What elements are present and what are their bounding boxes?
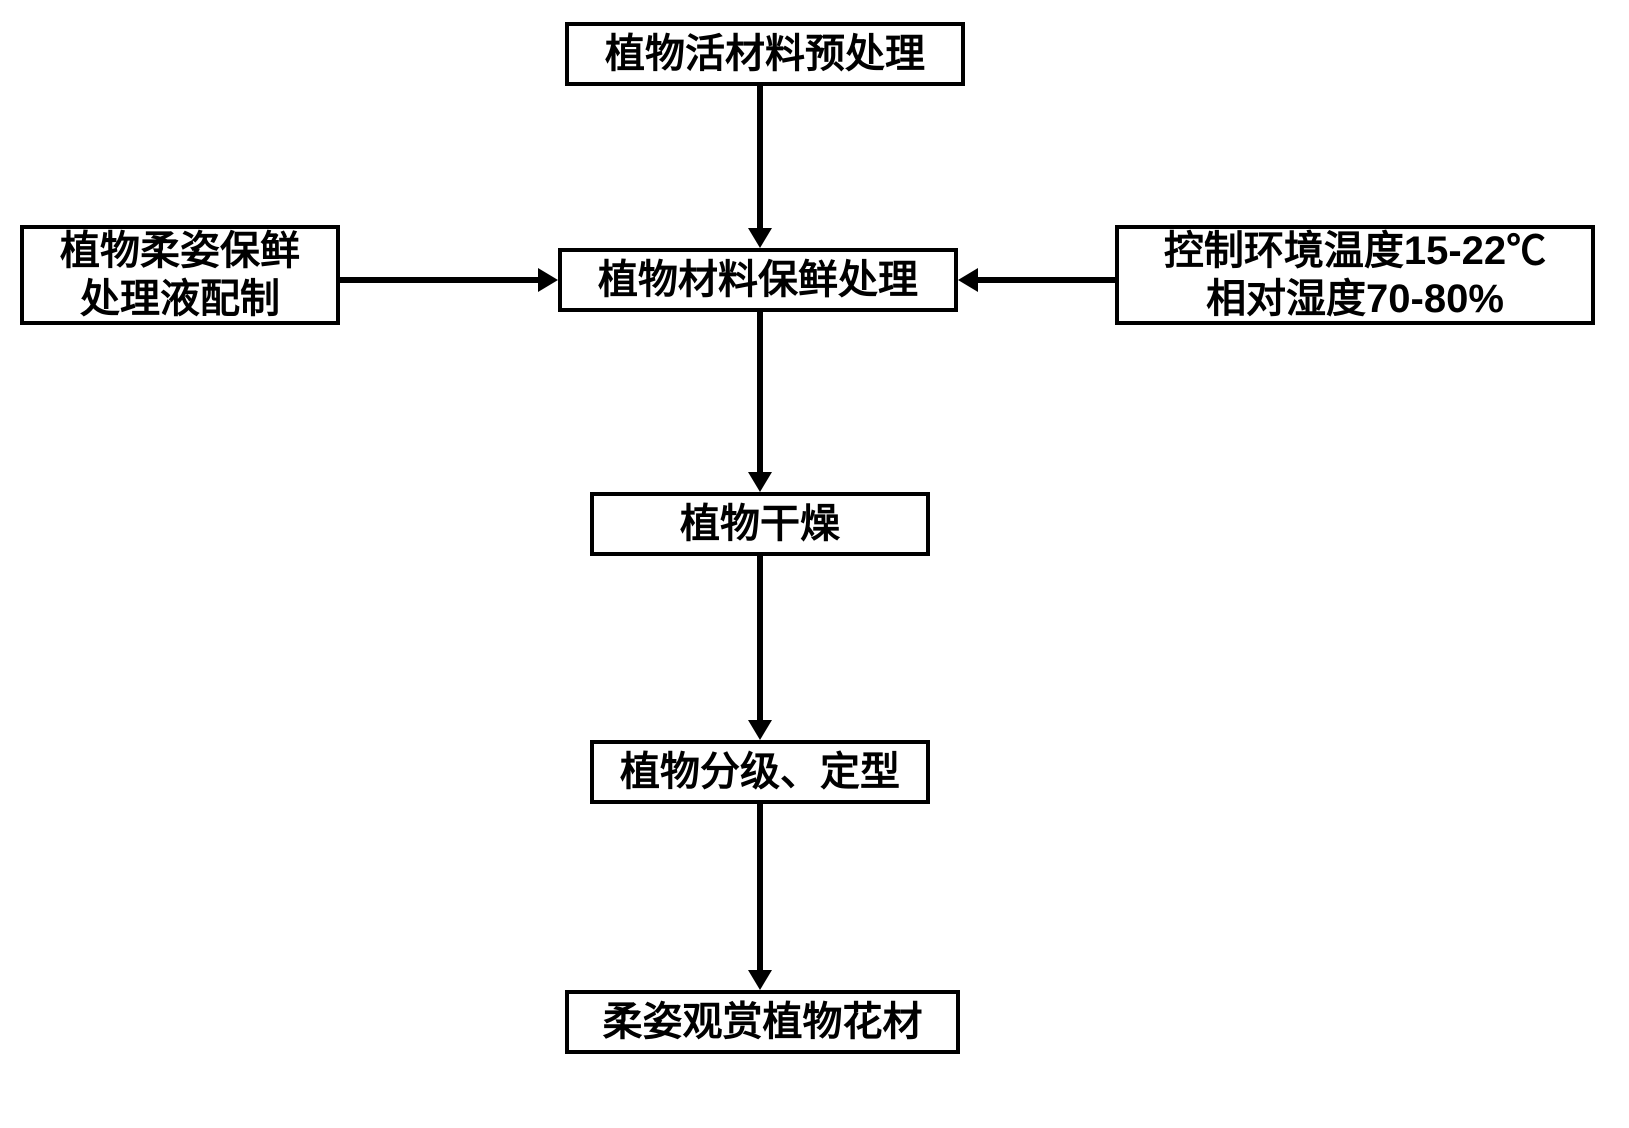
node-final-product: 柔姿观赏植物花材	[565, 990, 960, 1054]
node-label: 植物材料保鲜处理	[598, 256, 918, 304]
node-label: 控制环境温度15-22℃ 相对湿度70-80%	[1164, 227, 1546, 323]
node-label: 植物分级、定型	[620, 748, 900, 796]
node-grading-shaping: 植物分级、定型	[590, 740, 930, 804]
node-label: 植物活材料预处理	[605, 30, 925, 78]
node-preservation-treatment: 植物材料保鲜处理	[558, 248, 958, 312]
node-label: 植物柔姿保鲜 处理液配制	[60, 227, 300, 323]
node-environment-control: 控制环境温度15-22℃ 相对湿度70-80%	[1115, 225, 1595, 325]
node-preprocessing: 植物活材料预处理	[565, 22, 965, 86]
node-label: 柔姿观赏植物花材	[603, 998, 923, 1046]
node-label: 植物干燥	[680, 500, 840, 548]
node-drying: 植物干燥	[590, 492, 930, 556]
node-solution-preparation: 植物柔姿保鲜 处理液配制	[20, 225, 340, 325]
